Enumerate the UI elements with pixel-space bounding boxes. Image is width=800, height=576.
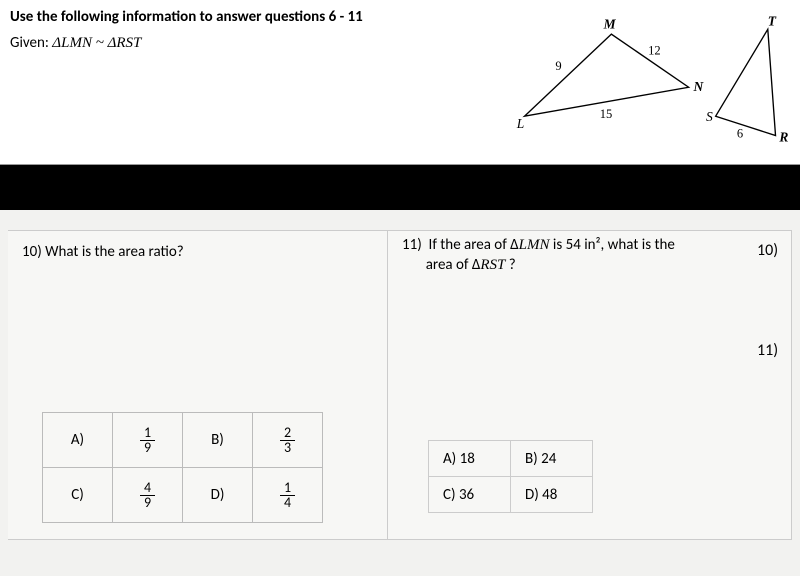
vertex-m: M [603, 16, 617, 31]
given-expr: ΔLMN ~ ΔRST [52, 35, 141, 51]
vertex-t: T [768, 13, 777, 28]
vertex-r: R [778, 129, 788, 144]
q10-opt-b-val: 23 [253, 413, 323, 468]
q11-opt-d: D) 48 [511, 477, 593, 513]
side-lm: 9 [555, 59, 561, 73]
black-divider [0, 165, 800, 210]
problem-header: Use the following information to answer … [0, 0, 800, 165]
triangle-rst [716, 29, 776, 135]
q10-options: A) 19 B) 23 C) 49 D) 14 [42, 412, 323, 523]
vertex-n: N [692, 79, 704, 94]
vertex-s: S [706, 109, 713, 124]
q11-options: A) 18 B) 24 C) 36 D) 48 [428, 440, 593, 513]
q11-opt-a: A) 18 [429, 441, 511, 477]
q10-opt-b-label: B) [183, 413, 253, 468]
question-row: 10) What is the area ratio? A) 19 B) 23 … [8, 230, 792, 540]
q10-prompt: 10) What is the area ratio? [22, 243, 373, 261]
q11-line2: area of ΔRST ? [402, 256, 516, 274]
triangles-figure: L M N 9 12 15 S T R 6 [500, 10, 800, 150]
q11-opt-b: B) 24 [511, 441, 593, 477]
given-prefix: Given: [10, 34, 52, 52]
ans-label-10: 10) [757, 241, 778, 260]
side-mn: 12 [648, 43, 661, 57]
ans-label-11: 11) [757, 341, 778, 360]
questions-panel: 10) What is the area ratio? A) 19 B) 23 … [0, 210, 800, 576]
vertex-l: L [516, 116, 525, 131]
question-10: 10) What is the area ratio? A) 19 B) 23 … [8, 230, 388, 540]
side-sr: 6 [737, 126, 743, 140]
q10-opt-a-label: A) [43, 413, 113, 468]
q11-prompt: 11) If the area of ΔLMN is 54 in², what … [402, 235, 777, 276]
q10-opt-a-val: 19 [113, 413, 183, 468]
question-11: 11) If the area of ΔLMN is 54 in², what … [388, 230, 792, 540]
q10-opt-c-label: C) [43, 468, 113, 523]
side-ln: 15 [600, 107, 613, 121]
q11-line1: 11) If the area of ΔLMN is 54 in², what … [402, 236, 675, 254]
q10-opt-d-label: D) [183, 468, 253, 523]
triangle-lmn [524, 34, 688, 116]
q10-opt-c-val: 49 [113, 468, 183, 523]
q10-opt-d-val: 14 [253, 468, 323, 523]
q11-opt-c: C) 36 [429, 477, 511, 513]
